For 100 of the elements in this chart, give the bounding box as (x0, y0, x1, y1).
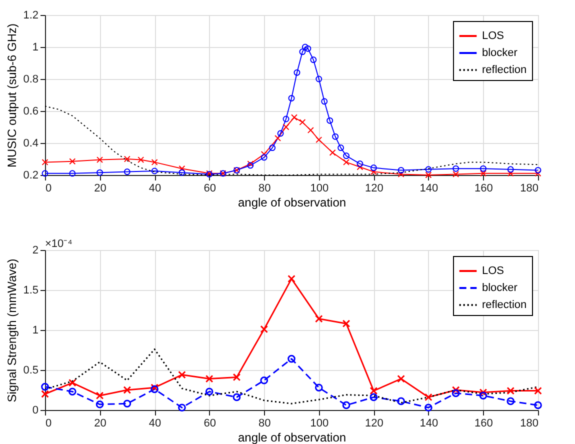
point (307, 126, 314, 134)
legend-label: LOS (482, 30, 504, 42)
x-tick-label: 160 (474, 418, 493, 430)
point (370, 164, 377, 172)
point (343, 152, 350, 160)
x-tick-label: 180 (520, 182, 538, 194)
point (329, 149, 336, 156)
point (69, 170, 76, 177)
x-tick-label: 120 (364, 182, 384, 194)
point (69, 158, 76, 165)
point (342, 401, 350, 410)
y-tick-label: 0.6 (23, 106, 38, 118)
point (424, 393, 432, 402)
point (506, 397, 515, 406)
point (96, 156, 104, 164)
point (452, 389, 460, 398)
point (299, 118, 306, 126)
y-tick-label: 1 (32, 324, 38, 336)
point (282, 124, 290, 130)
x-tick-label: 140 (420, 182, 438, 194)
x-tick-label: 120 (364, 418, 384, 430)
x-tick-label: 60 (204, 182, 216, 194)
point (288, 274, 296, 283)
point (124, 156, 130, 162)
point (310, 56, 317, 64)
x-tick-label: 160 (474, 182, 493, 194)
legend-label: blocker (482, 282, 518, 294)
point (370, 168, 377, 176)
point (96, 400, 104, 408)
point (41, 382, 49, 391)
point (338, 144, 344, 152)
x-tick-label: 80 (258, 418, 271, 430)
line-series (44, 348, 539, 404)
point (96, 169, 104, 176)
point (506, 386, 515, 395)
x-tick-label: 40 (148, 418, 162, 430)
x-tick-label: 60 (204, 418, 216, 430)
legend-label: LOS (482, 265, 504, 277)
point (342, 320, 350, 328)
point (274, 134, 282, 142)
point (205, 374, 214, 383)
point (282, 116, 290, 122)
point (321, 98, 328, 105)
point (507, 170, 514, 177)
point (316, 136, 322, 144)
point (260, 154, 268, 161)
x-axis-title: angle of observation (238, 430, 346, 444)
point (68, 378, 76, 387)
point (452, 165, 460, 172)
point (356, 164, 364, 170)
y-tick-label: 0.8 (23, 74, 38, 86)
text: ×10⁻⁴ (45, 238, 73, 250)
y-axis-title: MUSIC output (sub-6 GHz) (5, 23, 20, 168)
point (480, 165, 486, 172)
point (332, 133, 339, 140)
point (151, 158, 158, 166)
y-tick-label: 1.5 (23, 284, 38, 296)
point (288, 94, 295, 102)
point (232, 393, 241, 402)
point (288, 354, 296, 363)
point (356, 160, 364, 168)
point (302, 44, 308, 50)
point (178, 404, 186, 412)
point (42, 158, 48, 166)
x-tick-label: 100 (310, 418, 329, 430)
point (398, 166, 404, 174)
point (452, 386, 460, 394)
point (269, 144, 276, 152)
x-tick-label: 0 (46, 418, 52, 430)
y-tick-label: 2 (32, 244, 38, 256)
point (452, 170, 460, 178)
x-axis-title: angle of observation (238, 196, 346, 210)
y-axis-title: Signal Strength (mmWave) (5, 258, 20, 402)
point (299, 48, 306, 56)
point (479, 388, 488, 396)
y-tick-label: 0.2 (23, 170, 38, 182)
y-tick-label: 0.4 (23, 138, 38, 150)
point (534, 401, 542, 410)
x-tick-label: 80 (258, 182, 271, 194)
y-tick-label: 0 (32, 404, 38, 416)
point (534, 386, 542, 395)
y-tick-label: 0.5 (23, 364, 38, 376)
point (425, 166, 432, 173)
x-tick-label: 20 (94, 182, 106, 194)
point (534, 170, 542, 177)
point (479, 392, 488, 400)
point (314, 314, 323, 323)
point (343, 158, 350, 166)
point (96, 392, 104, 400)
point (68, 388, 76, 396)
x-tick-label: 100 (310, 182, 329, 194)
point (291, 114, 298, 121)
point (138, 156, 144, 164)
point (398, 170, 404, 178)
point (151, 168, 158, 174)
x-tick-label: 20 (94, 418, 106, 430)
point (232, 373, 241, 382)
x-tick-label: 0 (46, 182, 52, 194)
point (316, 76, 322, 82)
point (123, 400, 132, 408)
